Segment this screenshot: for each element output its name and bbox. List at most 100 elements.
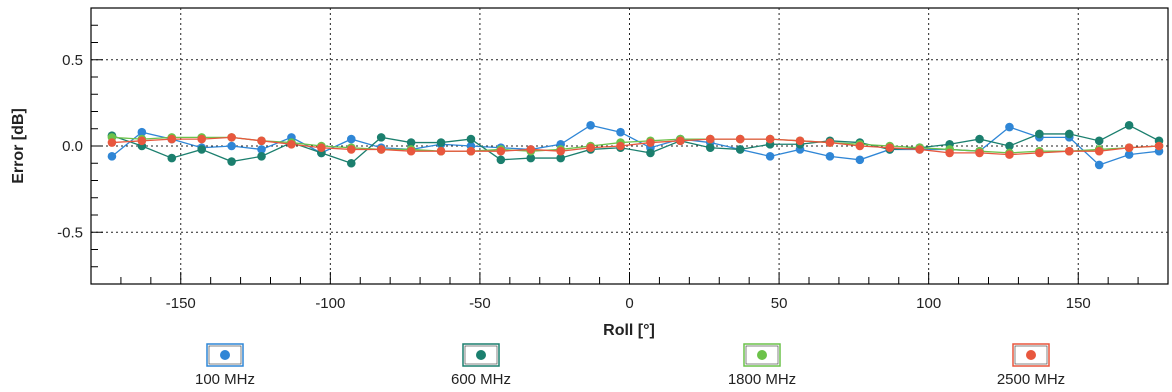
legend-item: 2500 MHz <box>997 343 1065 388</box>
data-point <box>346 145 356 154</box>
axis-ticks <box>90 7 1169 285</box>
data-point <box>1035 148 1044 158</box>
series-2500-mhz <box>107 133 1164 159</box>
data-point <box>556 153 565 163</box>
data-point <box>855 155 865 165</box>
data-point <box>1124 143 1134 153</box>
data-point <box>317 143 326 153</box>
data-point <box>167 153 177 163</box>
x-tick-label: 0 <box>625 295 633 312</box>
data-point <box>1005 150 1014 159</box>
legend-item: 100 MHz <box>195 343 255 388</box>
legend-label: 2500 MHz <box>997 371 1065 388</box>
data-point <box>1035 129 1044 139</box>
data-point <box>825 138 835 147</box>
legend-swatch-border <box>208 345 242 365</box>
data-point <box>1094 146 1104 156</box>
legend-marker <box>476 350 486 360</box>
data-point <box>137 136 147 146</box>
data-point <box>436 138 446 147</box>
data-point <box>197 145 206 154</box>
data-point <box>975 148 984 158</box>
y-tick-label: 0.0 <box>62 138 83 155</box>
data-point <box>915 145 924 154</box>
data-point <box>765 134 775 144</box>
data-point <box>705 134 715 144</box>
data-point <box>1005 122 1014 132</box>
data-point <box>227 157 236 166</box>
x-tick-label: -150 <box>166 295 196 312</box>
data-point <box>676 136 685 146</box>
data-point <box>616 141 625 151</box>
series-group <box>107 121 1164 170</box>
data-point <box>1005 141 1014 151</box>
x-tick-label: -100 <box>315 295 345 312</box>
x-axis-title: Roll [°] <box>603 322 655 339</box>
series-line <box>111 136 1160 156</box>
y-tick-label: 0.5 <box>62 52 83 69</box>
grid <box>91 8 1168 284</box>
legend-label: 100 MHz <box>195 371 255 388</box>
legend-label: 1800 MHz <box>728 371 796 388</box>
data-point <box>526 145 536 154</box>
data-point <box>795 136 805 146</box>
x-tick-label: 50 <box>771 295 788 312</box>
x-tick-label: 100 <box>916 295 941 312</box>
data-point <box>346 134 356 144</box>
data-point <box>376 145 386 154</box>
legend-marker <box>1026 350 1036 360</box>
data-point <box>1154 141 1164 151</box>
data-point <box>257 145 266 154</box>
legend-item: 600 MHz <box>451 343 511 388</box>
legend: 100 MHz 600 MHz 1800 MHz 2500 MHz <box>195 343 1065 388</box>
legend-marker <box>757 350 767 360</box>
data-point <box>765 152 775 161</box>
data-point <box>257 136 266 146</box>
data-point <box>735 145 745 154</box>
y-axis-title: Error [dB] <box>10 108 27 184</box>
data-point <box>466 134 476 144</box>
data-point <box>945 148 954 158</box>
legend-swatch-border <box>745 345 779 365</box>
x-tick-label: -50 <box>469 295 491 312</box>
data-point <box>167 134 177 144</box>
data-point <box>496 155 506 165</box>
data-point <box>346 158 356 168</box>
legend-swatch-border <box>1014 345 1048 365</box>
y-tick-label: -0.5 <box>57 224 83 241</box>
legend-swatch-border <box>464 345 498 365</box>
legend-marker <box>220 350 230 360</box>
data-point <box>376 133 386 142</box>
legend-label: 600 MHz <box>451 371 511 388</box>
data-point <box>257 152 266 161</box>
data-point <box>466 146 476 156</box>
data-point <box>1094 136 1104 146</box>
data-point <box>705 143 715 153</box>
data-point <box>107 152 117 161</box>
data-point <box>616 127 625 137</box>
data-point <box>227 133 236 142</box>
data-point <box>586 143 595 153</box>
data-point <box>646 138 655 147</box>
series-line <box>111 124 1160 166</box>
data-point <box>436 146 446 156</box>
x-tick-label: 150 <box>1066 295 1091 312</box>
tick-labels: -150 -100 -50 0 50 100 150 -0.5 0.0 0.5 <box>57 52 1091 312</box>
data-point <box>1124 150 1134 159</box>
data-point <box>227 141 236 151</box>
series-line <box>111 124 1160 164</box>
data-point <box>975 134 984 144</box>
data-point <box>197 134 206 144</box>
data-point <box>825 152 835 161</box>
data-point <box>137 127 147 137</box>
data-point <box>1064 146 1074 156</box>
data-point <box>1124 121 1134 130</box>
data-point <box>586 121 595 130</box>
data-point <box>406 138 416 147</box>
data-point <box>526 153 536 163</box>
data-point <box>855 141 865 151</box>
data-point <box>496 146 506 156</box>
legend-item: 1800 MHz <box>728 343 796 388</box>
series-line <box>111 136 1160 154</box>
